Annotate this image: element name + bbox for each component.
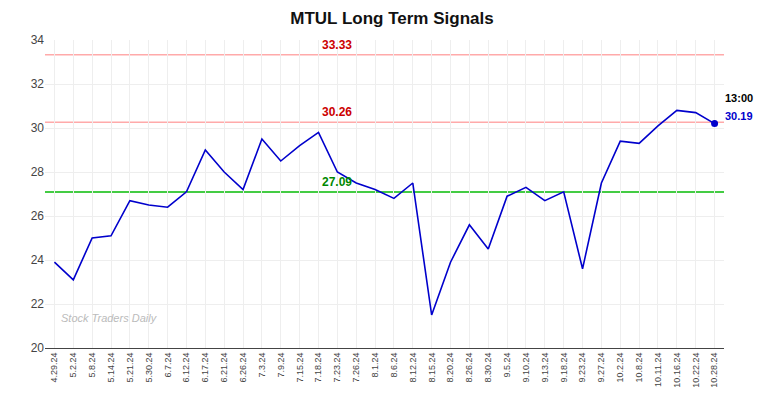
svg-text:8.20.24: 8.20.24 xyxy=(445,353,455,383)
svg-text:8.26.24: 8.26.24 xyxy=(464,353,474,383)
svg-text:22: 22 xyxy=(31,297,45,311)
svg-text:7.9.24: 7.9.24 xyxy=(276,353,286,378)
svg-text:10.16.24: 10.16.24 xyxy=(672,353,682,388)
svg-text:9.18.24: 9.18.24 xyxy=(559,353,569,383)
svg-text:30: 30 xyxy=(31,121,45,135)
svg-text:5.8.24: 5.8.24 xyxy=(87,353,97,378)
svg-text:13:00: 13:00 xyxy=(725,92,753,104)
svg-text:5.30.24: 5.30.24 xyxy=(144,353,154,383)
svg-text:20: 20 xyxy=(31,341,45,355)
svg-text:7.26.24: 7.26.24 xyxy=(351,353,361,383)
svg-text:10.8.24: 10.8.24 xyxy=(634,353,644,383)
svg-text:6.17.24: 6.17.24 xyxy=(200,353,210,383)
svg-text:7.18.24: 7.18.24 xyxy=(313,353,323,383)
svg-text:9.13.24: 9.13.24 xyxy=(540,353,550,383)
svg-text:9.23.24: 9.23.24 xyxy=(577,353,587,383)
svg-text:10.22.24: 10.22.24 xyxy=(691,353,701,388)
svg-text:7.3.24: 7.3.24 xyxy=(257,353,267,378)
svg-text:26: 26 xyxy=(31,209,45,223)
svg-text:27.09: 27.09 xyxy=(322,175,352,189)
svg-text:28: 28 xyxy=(31,165,45,179)
svg-text:5.14.24: 5.14.24 xyxy=(106,353,116,383)
svg-text:6.26.24: 6.26.24 xyxy=(238,353,248,383)
svg-text:6.7.24: 6.7.24 xyxy=(163,353,173,378)
svg-text:8.6.24: 8.6.24 xyxy=(389,353,399,378)
svg-text:10.11.24: 10.11.24 xyxy=(653,353,663,387)
svg-text:10.28.24: 10.28.24 xyxy=(709,353,719,388)
svg-text:8.30.24: 8.30.24 xyxy=(483,353,493,383)
svg-text:9.27.24: 9.27.24 xyxy=(596,353,606,383)
svg-text:5.2.24: 5.2.24 xyxy=(68,353,78,378)
svg-text:30.19: 30.19 xyxy=(725,110,753,122)
svg-text:9.10.24: 9.10.24 xyxy=(521,353,531,383)
svg-text:6.21.24: 6.21.24 xyxy=(219,353,229,383)
svg-text:7.15.24: 7.15.24 xyxy=(295,353,305,383)
svg-text:33.33: 33.33 xyxy=(322,38,352,52)
svg-text:34: 34 xyxy=(31,33,45,47)
svg-text:9.5.24: 9.5.24 xyxy=(502,353,512,378)
svg-text:8.15.24: 8.15.24 xyxy=(427,353,437,383)
svg-text:8.1.24: 8.1.24 xyxy=(370,353,380,378)
svg-text:7.23.24: 7.23.24 xyxy=(332,353,342,383)
svg-text:4.29.24: 4.29.24 xyxy=(49,353,59,383)
svg-text:Stock Traders Daily: Stock Traders Daily xyxy=(61,312,158,324)
svg-text:10.2.24: 10.2.24 xyxy=(615,353,625,383)
svg-text:MTUL Long Term Signals: MTUL Long Term Signals xyxy=(290,9,493,28)
svg-text:32: 32 xyxy=(31,77,45,91)
svg-text:30.26: 30.26 xyxy=(322,105,352,119)
svg-text:24: 24 xyxy=(31,253,45,267)
svg-text:5.21.24: 5.21.24 xyxy=(125,353,135,383)
svg-text:6.12.24: 6.12.24 xyxy=(181,353,191,383)
svg-text:8.12.24: 8.12.24 xyxy=(408,353,418,383)
